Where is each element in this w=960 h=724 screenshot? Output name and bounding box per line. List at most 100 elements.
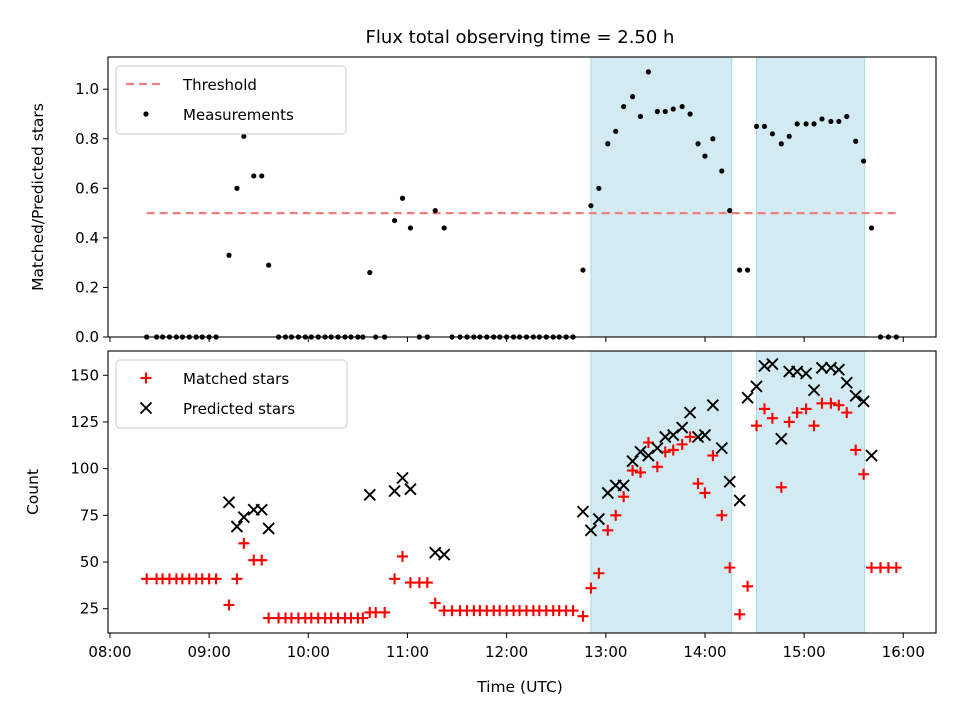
data-point	[210, 573, 222, 585]
data-point	[654, 108, 660, 115]
data-point	[238, 537, 250, 549]
data-point	[832, 363, 845, 376]
data-point	[702, 153, 708, 159]
data-point	[610, 509, 622, 521]
legend-box	[115, 359, 348, 429]
legend-label: Threshold	[182, 76, 257, 94]
series-1	[141, 397, 902, 624]
legend-label: Matched stars	[183, 370, 289, 388]
legend-marker	[140, 372, 152, 384]
x-tick-label: 11:00	[386, 643, 429, 661]
data-point	[844, 113, 850, 120]
x-tick-label: 16:00	[882, 643, 925, 661]
data-point	[724, 562, 736, 574]
y-tick-label: 25	[80, 600, 99, 618]
data-point	[841, 407, 853, 419]
observing-window	[590, 350, 733, 634]
data-point	[799, 367, 813, 380]
data-point	[715, 441, 728, 455]
data-point	[803, 121, 809, 127]
x-tick-label: 15:00	[782, 643, 825, 661]
data-point	[637, 113, 644, 120]
data-point	[716, 509, 728, 521]
data-point	[691, 430, 705, 444]
data-point	[698, 428, 712, 442]
y-axis-label: Matched/Predicted stars	[29, 103, 47, 291]
data-point	[775, 432, 788, 445]
data-point	[683, 406, 697, 419]
plot-frame	[107, 56, 937, 338]
data-point	[618, 491, 630, 503]
data-point	[617, 479, 630, 492]
data-point	[858, 468, 870, 480]
data-point	[251, 173, 257, 179]
data-point	[592, 512, 606, 526]
observing-window	[756, 350, 866, 634]
data-point	[567, 605, 579, 617]
data-point	[389, 573, 401, 585]
data-point	[811, 121, 817, 127]
legend-marker	[139, 401, 153, 415]
y-tick-label: 150	[70, 366, 99, 384]
legend: Threshold Measurements	[115, 65, 347, 135]
data-point	[634, 466, 646, 478]
y-tick-label: 0.6	[75, 179, 99, 197]
y-tick-label: 0.0	[75, 328, 99, 346]
data-point	[441, 225, 447, 231]
data-point	[687, 111, 693, 117]
data-point	[255, 503, 268, 516]
data-point	[670, 106, 676, 112]
data-point	[833, 399, 845, 411]
data-point	[429, 597, 441, 609]
data-point	[399, 195, 406, 201]
legend-marker	[143, 111, 149, 117]
data-point	[584, 524, 598, 537]
legend-label: Measurements	[183, 106, 294, 124]
data-point	[222, 496, 236, 509]
data-point	[231, 573, 243, 585]
data-point	[828, 118, 834, 125]
y-tick-label: 75	[80, 506, 99, 524]
x-tick-label: 08:00	[88, 643, 131, 661]
data-point	[391, 217, 398, 224]
data-point	[651, 461, 663, 473]
series-2	[222, 357, 878, 561]
data-point	[707, 450, 719, 462]
data-point	[588, 203, 594, 209]
data-point	[627, 465, 639, 477]
x-tick-label: 12:00	[485, 643, 528, 661]
data-point	[791, 407, 803, 419]
data-point	[758, 403, 770, 415]
data-point	[734, 608, 746, 620]
legend: Matched stars Predicted stars	[115, 359, 348, 429]
data-point	[388, 484, 401, 498]
data-point	[850, 444, 862, 456]
data-point	[808, 420, 820, 432]
data-point	[849, 389, 862, 402]
data-point	[262, 522, 275, 535]
y-tick-label: 0.4	[75, 229, 99, 247]
data-point	[367, 269, 373, 276]
data-point	[626, 455, 639, 468]
data-point	[230, 520, 244, 533]
data-point	[605, 141, 611, 147]
plot-frame	[107, 350, 937, 634]
data-point	[744, 267, 751, 273]
data-point	[256, 554, 268, 566]
x-tick-label: 10:00	[287, 643, 330, 661]
data-point	[602, 524, 614, 536]
data-point	[766, 357, 779, 371]
series-1	[144, 69, 899, 340]
data-point	[642, 449, 655, 462]
data-point	[710, 136, 716, 142]
data-point	[723, 475, 736, 488]
data-point	[357, 612, 369, 624]
data-point	[577, 610, 589, 622]
data-point	[379, 606, 391, 618]
data-point	[237, 511, 251, 524]
data-point	[742, 580, 754, 592]
x-tick-label: 09:00	[188, 643, 231, 661]
data-point	[226, 252, 232, 258]
data-point	[807, 384, 821, 397]
